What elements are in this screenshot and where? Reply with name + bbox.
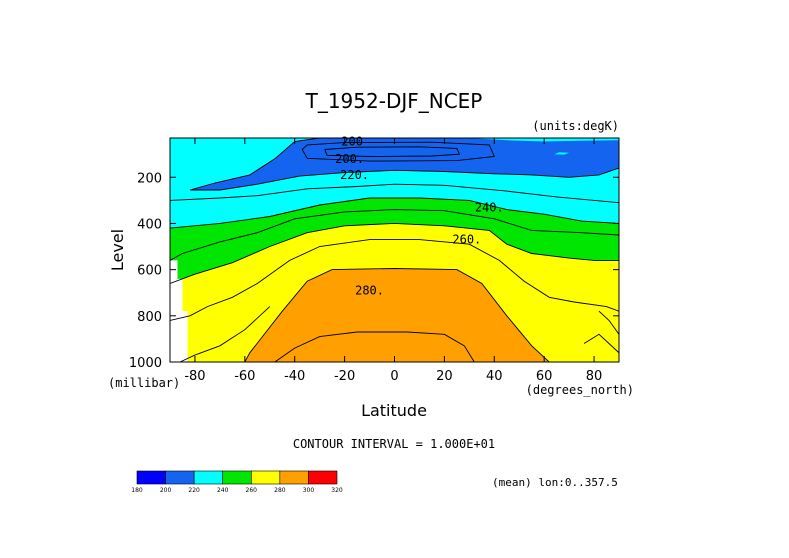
colorbar-swatch [222,470,252,485]
colorbar-label: 300 [303,487,315,494]
y-tick-label: 200 [137,171,162,186]
contour-fills [170,138,619,362]
colorbar-swatch [193,470,224,485]
contour-line [170,197,619,229]
y-axis-ticks: 200 400 600 800 1000 [129,171,619,371]
contour-label: 240. [475,200,504,214]
contour-region-220-240 [554,152,570,155]
colorbar-swatch [136,470,166,485]
contour-line [179,306,271,362]
x-tick-label: -20 [334,369,355,384]
contour-label: 200. [335,152,364,166]
colorbar-swatch [250,470,281,485]
contour-line [301,141,495,162]
contour-line [170,222,619,284]
contour-label: 280. [355,283,384,297]
contour-line [583,333,619,354]
x-tick-label: -60 [234,369,255,384]
y-tick-label: 400 [137,217,162,232]
colorbar-label: 280 [274,487,286,494]
missing-data-region [170,260,188,362]
y-tick-label: 800 [137,310,162,325]
colorbar-label: 240 [217,487,229,494]
x-unit-label: (degrees_north) [526,383,634,397]
contour-line [244,268,550,362]
contour-region-240-260 [170,198,619,284]
x-tick-label: 20 [436,369,453,384]
contour-lines [170,138,619,362]
x-tick-label: -80 [184,369,205,384]
y-tick-label: 600 [137,264,162,279]
colorbar-label: 180 [131,487,143,494]
colorbar-label: 200 [160,487,172,494]
contour-region-280-300 [244,268,550,362]
contour-line [189,138,320,191]
contour-label: 220. [340,168,369,182]
y-unit-label: (millibar) [108,376,180,390]
contour-line [170,209,619,261]
chart-title: T_1952-DJF_NCEP [305,89,483,113]
colorbar: 180 200 220 240 260 280 300 320 [131,470,343,494]
colorbar-swatch [279,470,309,485]
contour-line [324,146,461,157]
contour-line [598,310,619,335]
x-tick-label: -40 [284,369,305,384]
colorbar-label: 220 [188,487,200,494]
x-tick-label: 60 [536,369,553,384]
contour-line [170,183,619,204]
contour-line [274,331,475,362]
y-axis-title: Level [108,229,127,271]
contour-region-220-240 [170,138,619,229]
x-tick-label: 0 [390,369,398,384]
y-tick-label: 1000 [129,356,162,371]
contour-line [190,167,619,191]
x-axis-ticks: -80 -60 -40 -20 0 20 40 60 80 [184,138,602,384]
contour-region-260-280 [170,223,619,362]
contour-region-200-220 [190,138,619,190]
units-label: (units:degK) [532,119,619,133]
contour-line [170,239,619,321]
colorbar-label: 320 [331,487,343,494]
contour-interval-text: CONTOUR INTERVAL = 1.000E+01 [293,437,495,451]
x-tick-label: 80 [586,369,603,384]
mean-text: (mean) lon:0..357.5 [492,476,618,489]
x-axis-title: Latitude [361,401,427,420]
contour-label: 260. [452,233,481,247]
colorbar-swatch [165,470,195,485]
x-tick-label: 40 [486,369,503,384]
colorbar-label: 260 [246,487,258,494]
colorbar-swatch [308,470,338,485]
